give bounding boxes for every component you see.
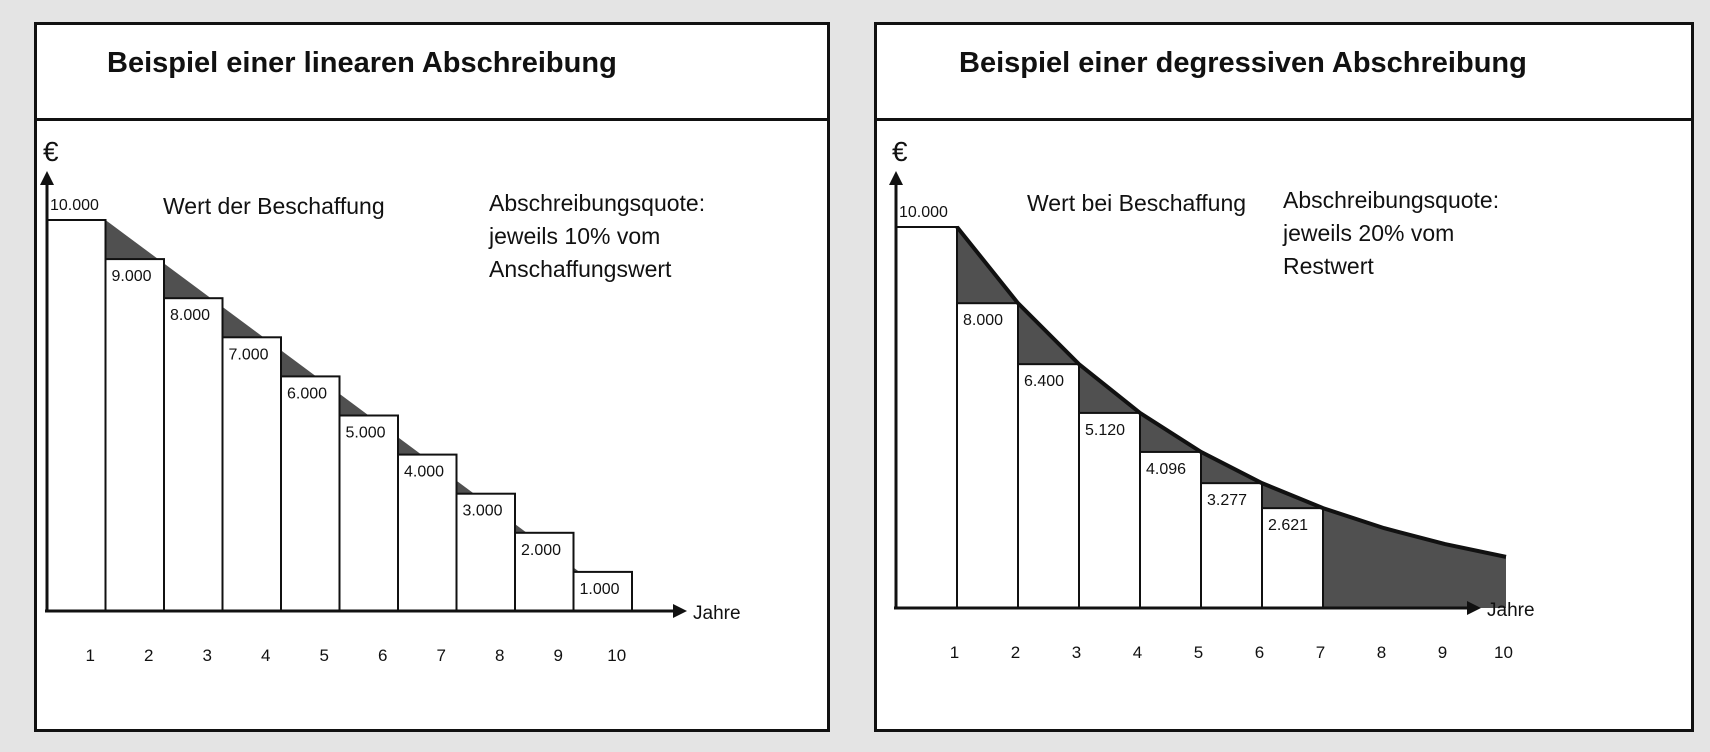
x-tick-label: 9: [1438, 643, 1447, 662]
start-value-label: 10.000: [50, 197, 99, 214]
x-tick-label: 6: [378, 646, 387, 665]
quote-label: jeweils 20% vom: [1282, 220, 1454, 246]
value-bar: [1139, 450, 1202, 610]
value-bar: [46, 219, 107, 612]
value-bar: [1261, 507, 1324, 609]
x-tick-label: 6: [1255, 643, 1264, 662]
x-tick-label: 5: [320, 646, 329, 665]
degressive-depreciation-panel: Beispiel einer degressiven Abschreibung …: [874, 22, 1694, 732]
x-tick-label: 8: [1377, 643, 1386, 662]
y-unit-label: €: [43, 136, 59, 167]
bar-value-label: 4.000: [404, 464, 444, 481]
value-bar: [397, 453, 458, 612]
x-tick-label: 9: [554, 646, 563, 665]
depreciation-curve: [955, 225, 1507, 559]
x-tick-label: 1: [950, 643, 959, 662]
bar-value-label: 8.000: [963, 312, 1003, 329]
x-tick-label: 7: [1316, 643, 1325, 662]
value-bar: [1017, 363, 1080, 609]
x-tick-label: 3: [203, 646, 212, 665]
bar-value-label: 7.000: [229, 346, 269, 363]
bar-value-label: 5.120: [1085, 422, 1125, 439]
bar-value-label: 3.277: [1207, 492, 1247, 509]
annotation-label: Wert bei Beschaffung: [1027, 190, 1246, 216]
degressive-chart: € Jahre 10.000 8.000 6.400 5.120 4.096 3.277 2.6…: [889, 136, 1535, 662]
quote-label: Abschreibungsquote:: [489, 190, 705, 216]
annotation-label: Wert der Beschaffung: [163, 193, 385, 219]
x-tick-label: 2: [1011, 643, 1020, 662]
x-axis-arrow: [1467, 601, 1481, 615]
value-bar: [221, 336, 282, 612]
x-tick-label: 10: [607, 646, 626, 665]
value-bar: [280, 375, 341, 612]
bar-value-label: 4.096: [1146, 461, 1186, 478]
y-axis-arrow: [40, 171, 54, 185]
bar-value-label: 2.621: [1268, 517, 1308, 534]
value-bar: [1200, 482, 1263, 609]
bar-value-label: 8.000: [170, 307, 210, 324]
x-tick-label: 10: [1494, 643, 1513, 662]
x-tick-label: 5: [1194, 643, 1203, 662]
x-tick-label: 1: [86, 646, 95, 665]
background-text: [840, 100, 847, 132]
panel-title: Beispiel einer linearen Abschreibung: [107, 47, 617, 79]
x-tick-label: 4: [1133, 643, 1142, 662]
panel-header: Beispiel einer linearen Abschreibung: [37, 25, 827, 121]
value-bar: [1078, 411, 1141, 610]
bar-value-label: 6.400: [1024, 373, 1064, 390]
quote-label: Anschaffungswert: [489, 256, 672, 282]
value-bar: [104, 258, 165, 612]
value-bar: [956, 302, 1019, 609]
bar-value-label: 1.000: [580, 581, 620, 598]
panel-header: Beispiel einer degressiven Abschreibung: [877, 25, 1691, 121]
bar-value-label: 6.000: [287, 385, 327, 402]
bar-value-label: 5.000: [346, 425, 386, 442]
x-tick-label: 4: [261, 646, 270, 665]
x-tick-label: 3: [1072, 643, 1081, 662]
x-tick-label: 7: [437, 646, 446, 665]
x-axis-label: Jahre: [693, 603, 741, 624]
quote-label: Abschreibungsquote:: [1283, 187, 1499, 213]
bar-value-label: 9.000: [112, 268, 152, 285]
y-unit-label: €: [892, 136, 908, 167]
panel-title: Beispiel einer degressiven Abschreibung: [959, 47, 1527, 79]
y-axis-arrow: [889, 171, 903, 185]
linear-depreciation-panel: Beispiel einer linearen Abschreibung € Ja…: [34, 22, 830, 732]
quote-label: jeweils 10% vom: [488, 223, 660, 249]
quote-label: Restwert: [1283, 253, 1374, 279]
bar-value-label: 3.000: [463, 503, 503, 520]
start-value-label: 10.000: [899, 204, 948, 221]
linear-chart: € Jahre 10.000 9.000 8.000 7.000 6.000 5.000 4.0…: [40, 136, 741, 665]
x-tick-label: 8: [495, 646, 504, 665]
bar-value-label: 2.000: [521, 542, 561, 559]
value-bar: [163, 297, 224, 612]
x-axis-arrow: [673, 604, 687, 618]
value-bar: [338, 414, 399, 612]
x-axis-label: Jahre: [1487, 600, 1535, 621]
x-tick-label: 2: [144, 646, 153, 665]
value-bar: [895, 226, 958, 609]
